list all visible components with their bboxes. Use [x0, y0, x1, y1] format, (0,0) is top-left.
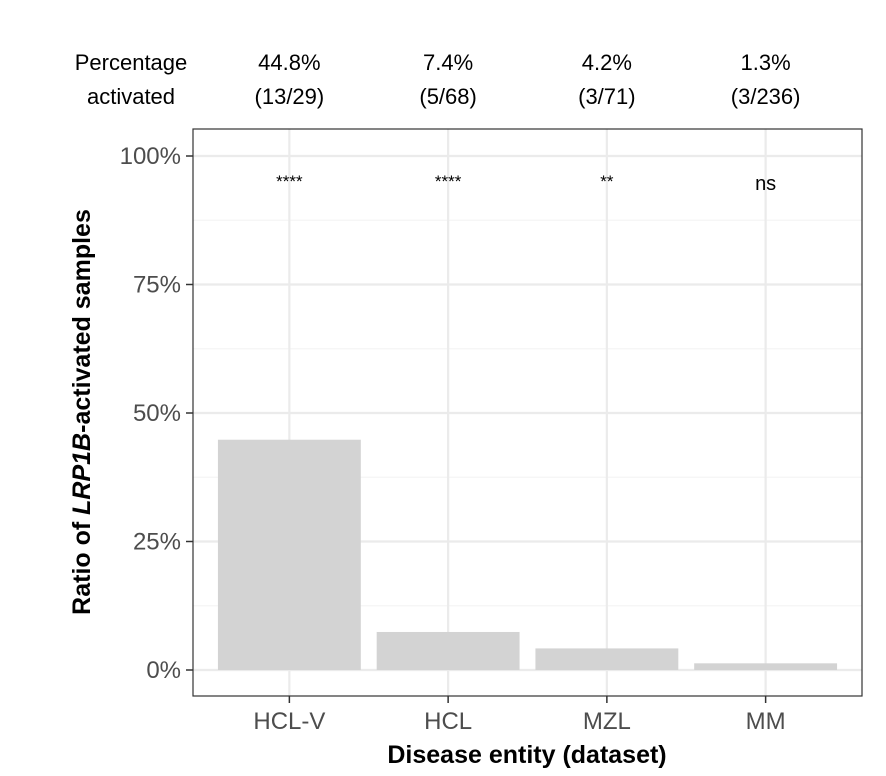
significance-label: ****: [276, 172, 303, 191]
y-tick-label: 25%: [133, 529, 181, 556]
plot-panel: **** **** ** ns: [192, 128, 863, 697]
header-count: (13/29): [255, 84, 325, 109]
y-tick-label: 100%: [120, 143, 181, 170]
y-axis-title-gene: LRP1B: [68, 433, 96, 515]
header-percentage: 4.2%: [582, 50, 632, 75]
significance-labels: **** **** ** ns: [276, 172, 776, 195]
header-count: (5/68): [419, 84, 476, 109]
header-percentage: 44.8%: [258, 50, 320, 75]
header-percentage: 1.3%: [741, 50, 791, 75]
header-percentage: 7.4%: [423, 50, 473, 75]
bars: [217, 439, 838, 670]
bar-hcl-v: [217, 439, 361, 670]
header-row-label-line1: Percentage: [75, 50, 188, 75]
x-axis: HCL-V HCL MZL MM: [253, 696, 786, 735]
bar-mzl: [535, 648, 679, 670]
x-tick-label: HCL-V: [253, 708, 325, 735]
y-axis: 0% 25% 50% 75% 100%: [120, 143, 193, 684]
significance-label: ****: [435, 172, 462, 191]
header-row-label-line2: activated: [87, 84, 175, 109]
bar-mm: [694, 663, 838, 670]
y-axis-title-suffix: -activated samples: [68, 209, 96, 433]
x-tick-label: HCL: [424, 708, 472, 735]
header-annotations: 44.8% 7.4% 4.2% 1.3% (13/29) (5/68) (3/71) (3/2…: [255, 50, 801, 109]
header-count: (3/236): [731, 84, 801, 109]
y-tick-label: 50%: [133, 400, 181, 427]
bar-hcl: [376, 631, 520, 670]
x-tick-label: MM: [746, 708, 786, 735]
y-tick-label: 0%: [146, 657, 181, 684]
y-tick-label: 75%: [133, 272, 181, 299]
header-count: (3/71): [578, 84, 635, 109]
x-axis-title: Disease entity (dataset): [387, 741, 666, 769]
x-tick-label: MZL: [583, 708, 631, 735]
significance-label: ns: [755, 173, 776, 195]
y-axis-title: Ratio of LRP1B-activated samples: [68, 209, 96, 615]
significance-label: **: [600, 172, 614, 191]
y-axis-title-prefix: Ratio of: [68, 515, 96, 615]
